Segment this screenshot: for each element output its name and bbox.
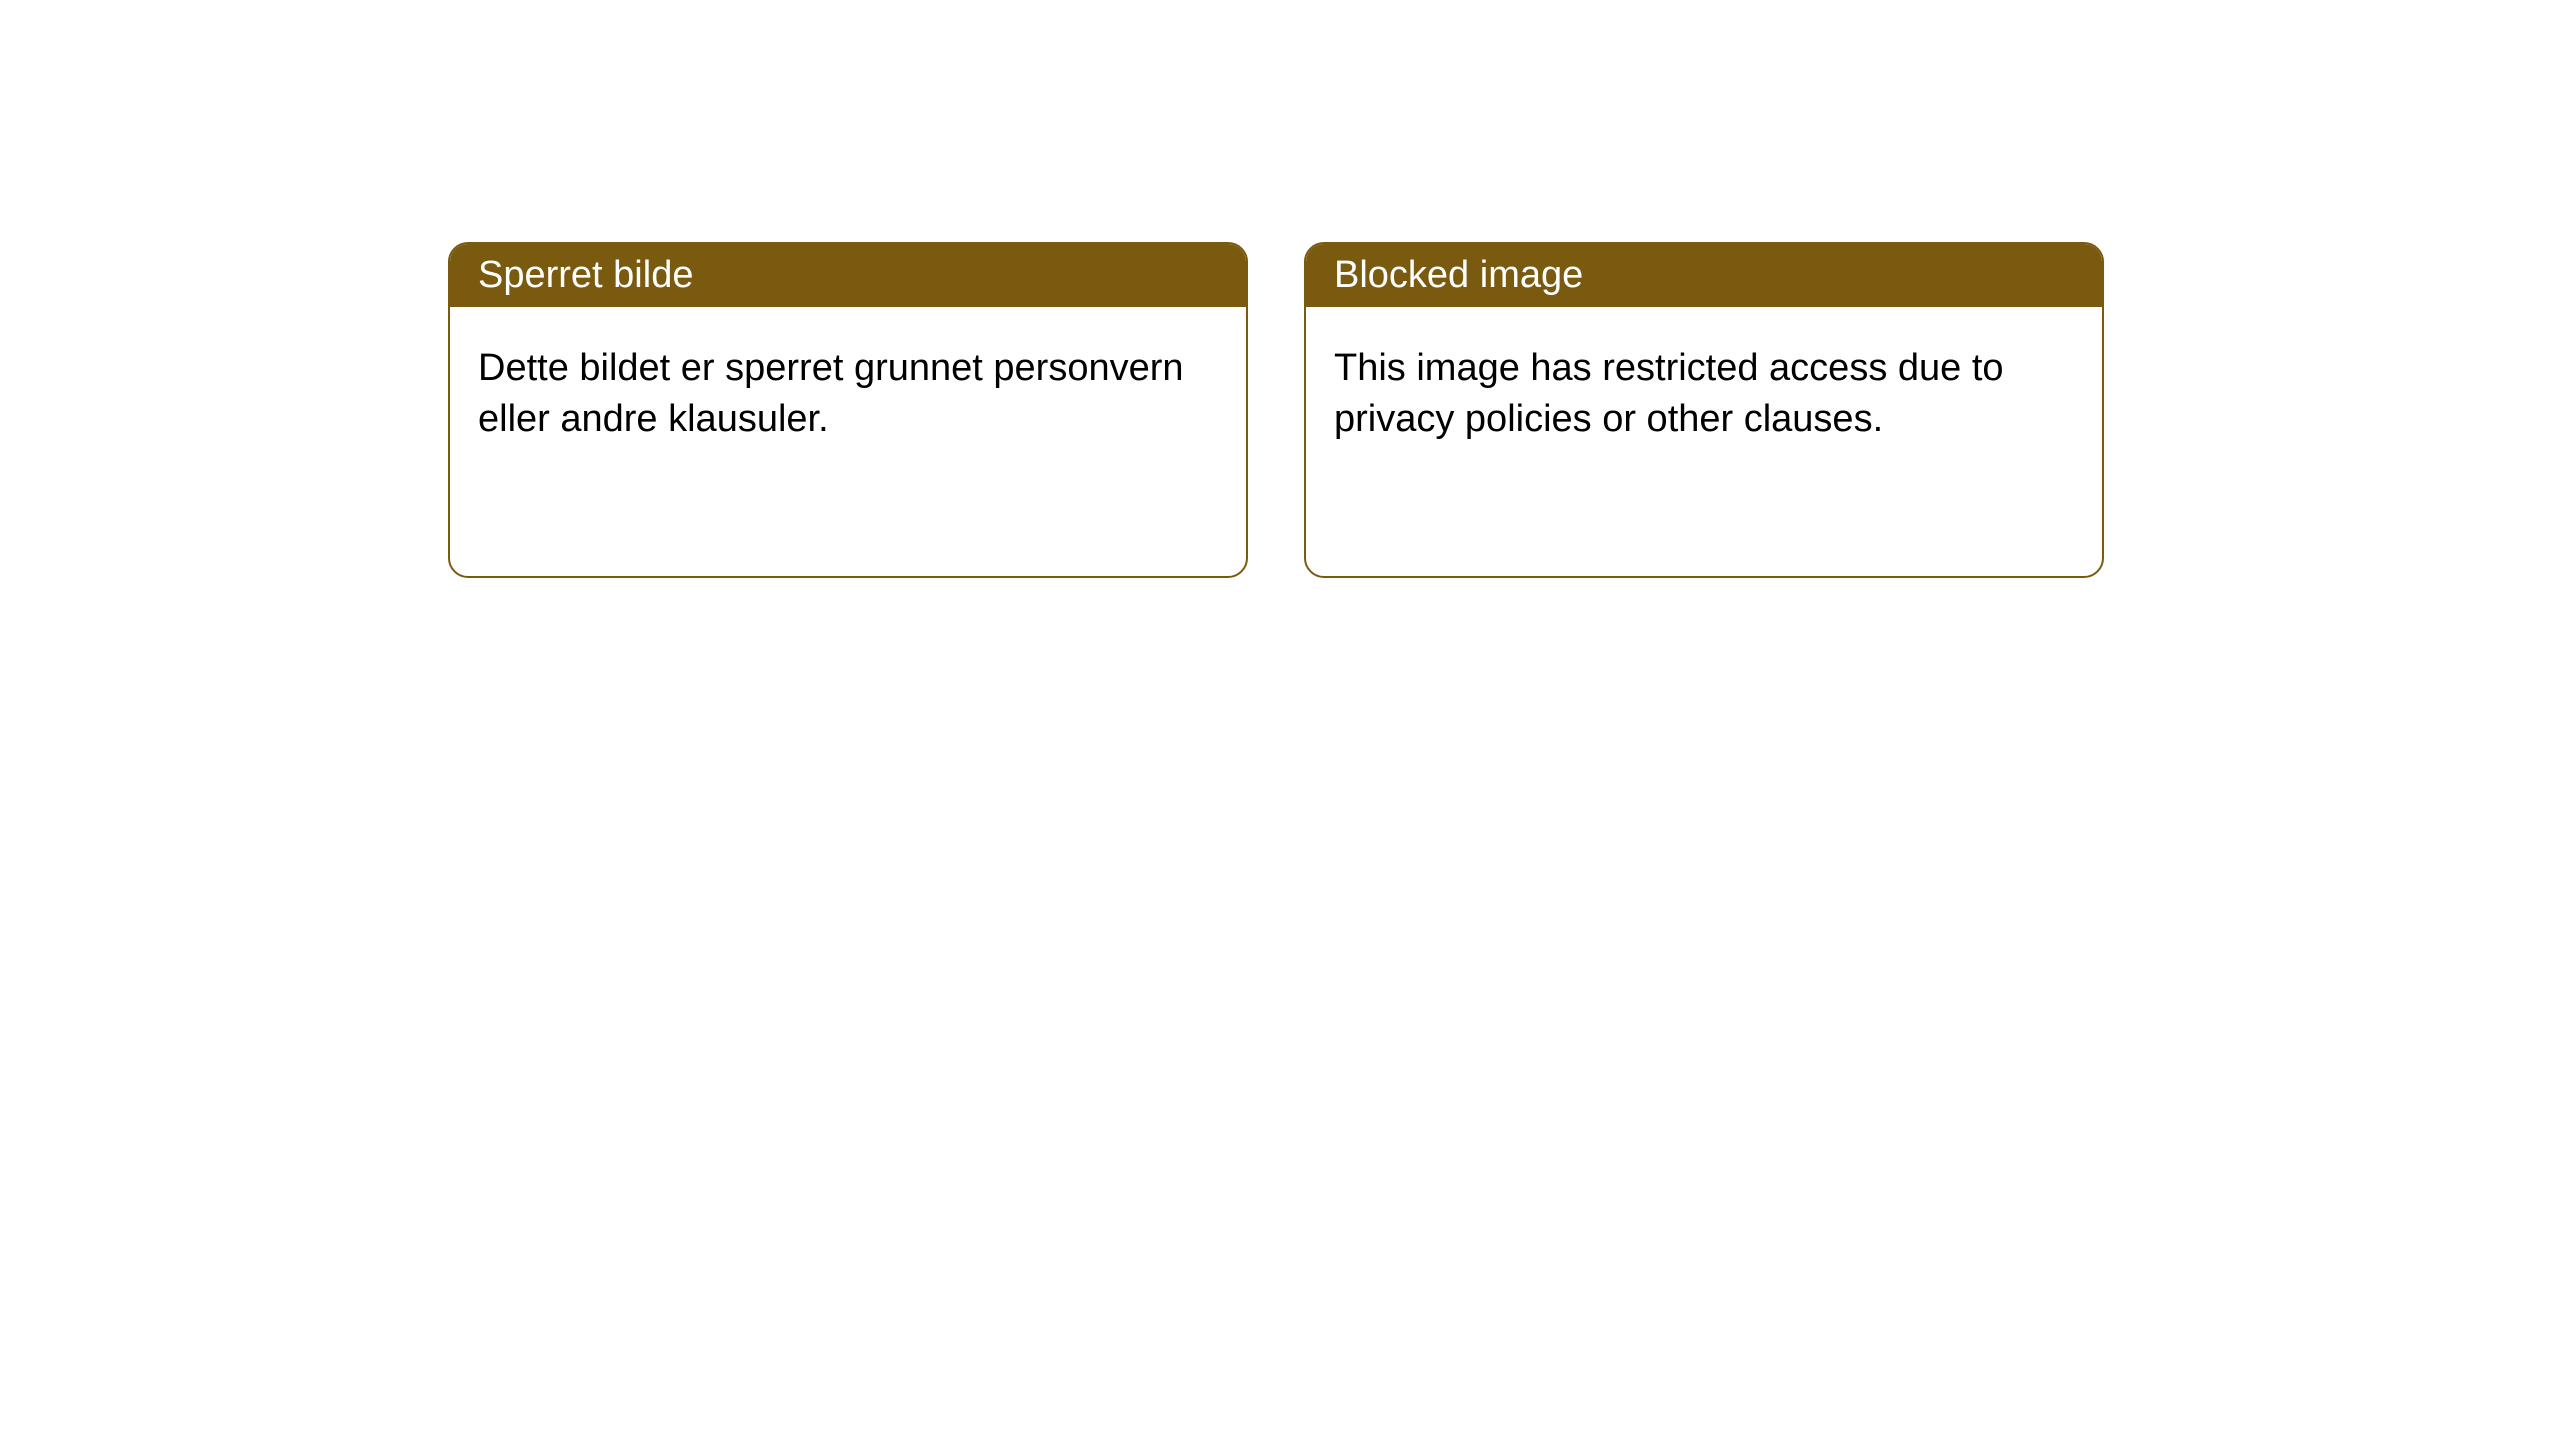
notice-container: Sperret bilde Dette bildet er sperret gr… bbox=[0, 0, 2560, 578]
card-title: Sperret bilde bbox=[478, 254, 693, 296]
card-header: Sperret bilde bbox=[450, 244, 1246, 307]
card-title: Blocked image bbox=[1334, 254, 1583, 296]
card-body-text: Dette bildet er sperret grunnet personve… bbox=[478, 347, 1184, 440]
card-body-text: This image has restricted access due to … bbox=[1334, 347, 2004, 440]
notice-card-english: Blocked image This image has restricted … bbox=[1304, 242, 2104, 578]
card-body: Dette bildet er sperret grunnet personve… bbox=[450, 307, 1246, 482]
card-header: Blocked image bbox=[1306, 244, 2102, 307]
notice-card-norwegian: Sperret bilde Dette bildet er sperret gr… bbox=[448, 242, 1248, 578]
card-body: This image has restricted access due to … bbox=[1306, 307, 2102, 482]
